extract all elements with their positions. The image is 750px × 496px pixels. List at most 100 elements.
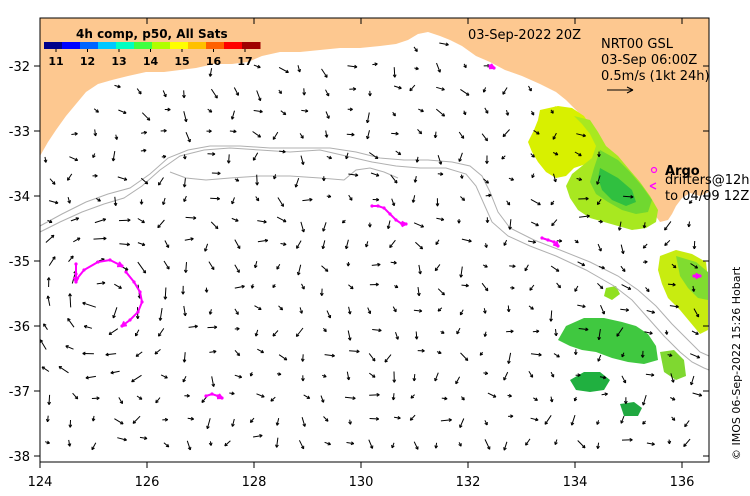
current-vector <box>574 239 579 244</box>
current-vector <box>410 394 415 399</box>
current-vector <box>118 397 123 405</box>
current-vector <box>230 110 235 120</box>
x-tick-label: 132 <box>456 475 481 490</box>
current-vector <box>533 397 538 401</box>
current-vector <box>234 239 241 250</box>
current-vector <box>46 295 51 306</box>
colorbar-segment <box>80 42 99 49</box>
current-vector <box>182 352 187 363</box>
current-vector <box>671 263 677 269</box>
current-vector <box>302 88 307 96</box>
current-vector <box>461 238 472 243</box>
current-vector <box>278 89 282 95</box>
current-vector <box>154 349 161 355</box>
current-vector <box>164 107 171 112</box>
current-vector <box>91 396 100 401</box>
current-vector <box>371 262 381 267</box>
current-vector <box>528 305 534 310</box>
current-vector <box>347 107 353 112</box>
current-vector <box>163 442 170 448</box>
current-vector <box>391 198 396 207</box>
current-vector <box>204 287 209 293</box>
current-vector <box>182 90 186 99</box>
current-vector <box>481 282 489 292</box>
current-vector <box>297 65 301 73</box>
current-vector <box>114 134 119 140</box>
current-vector <box>183 262 188 273</box>
drifter-track <box>692 272 702 280</box>
drifter-track <box>72 262 80 284</box>
current-vector <box>204 243 209 252</box>
current-vector <box>481 133 488 142</box>
current-vector <box>621 284 632 290</box>
current-vector <box>183 195 187 203</box>
current-vector <box>436 217 445 222</box>
current-vector <box>182 375 187 383</box>
current-vector <box>303 394 311 399</box>
current-vector <box>596 442 600 450</box>
current-vector <box>250 283 255 289</box>
current-vector <box>525 438 531 446</box>
current-vector <box>576 133 586 138</box>
current-vector <box>275 437 279 448</box>
colorbar-tick-label: 12 <box>80 55 95 68</box>
current-vector <box>600 305 606 315</box>
scale-arrow <box>607 86 634 94</box>
current-vector <box>45 234 55 243</box>
current-vector <box>65 345 74 350</box>
current-vector <box>322 374 327 378</box>
current-vector <box>463 63 467 69</box>
current-vector <box>550 109 554 114</box>
current-vector <box>598 265 605 270</box>
current-vector <box>646 442 655 446</box>
current-vector <box>455 376 461 385</box>
current-vector <box>597 151 601 158</box>
colorbar-segment <box>242 42 261 49</box>
current-vector <box>210 88 218 99</box>
current-vector <box>482 87 487 93</box>
current-vector <box>68 255 74 263</box>
colorbar-tick-label: 14 <box>143 55 159 68</box>
current-vector <box>393 85 402 90</box>
current-vector <box>254 305 262 310</box>
current-vector <box>136 88 142 95</box>
current-vector <box>413 308 423 313</box>
current-vector <box>275 417 280 426</box>
current-vector <box>616 327 624 337</box>
current-vector <box>155 397 161 404</box>
current-vector <box>434 442 439 449</box>
land-mass <box>40 18 709 222</box>
current-vector <box>345 152 349 160</box>
current-vector <box>617 221 622 231</box>
current-vector <box>182 178 187 188</box>
current-vector <box>185 132 191 143</box>
colorbar-tick-label: 17 <box>237 55 252 68</box>
current-vector <box>372 62 378 67</box>
current-vector <box>256 393 265 398</box>
current-vector <box>324 130 329 138</box>
current-vector <box>96 281 106 285</box>
current-vector <box>365 112 370 124</box>
current-vector <box>69 156 79 162</box>
current-vector <box>553 173 557 183</box>
current-vector <box>139 199 144 205</box>
current-vector <box>434 372 439 382</box>
plot-frame <box>39 17 710 463</box>
current-vector <box>48 200 59 205</box>
current-vector <box>690 263 699 269</box>
current-vector <box>391 393 396 401</box>
colorbar: 4h comp, p50, All Sats 11 12 13 14 15 16 17 <box>44 27 261 68</box>
current-vector <box>229 391 235 396</box>
current-vector <box>163 287 168 300</box>
current-vector <box>140 177 149 185</box>
current-vector <box>530 221 539 227</box>
current-vector <box>479 351 484 356</box>
current-vector <box>137 261 147 274</box>
current-vector <box>461 283 469 288</box>
current-vector <box>118 218 131 223</box>
colorbar-segment <box>206 42 225 49</box>
current-vector <box>556 239 563 243</box>
current-vector <box>348 194 353 201</box>
current-vector <box>294 177 300 188</box>
current-vector <box>257 238 269 243</box>
